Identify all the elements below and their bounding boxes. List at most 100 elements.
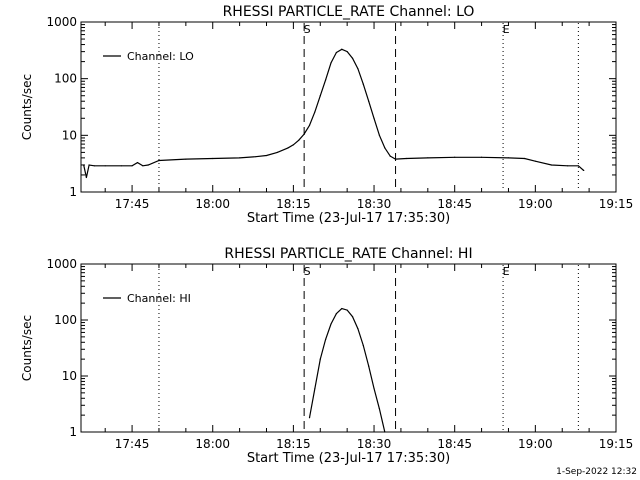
data-point — [567, 165, 569, 167]
marker-label: S — [304, 23, 311, 36]
chart-title: RHESSI PARTICLE_RATE Channel: LO — [223, 4, 475, 20]
data-point — [308, 124, 311, 126]
x-tick-label: 18:30 — [357, 197, 392, 211]
data-point — [319, 358, 321, 360]
x-tick-label: 19:15 — [599, 197, 634, 211]
data-point — [346, 51, 348, 53]
x-axis-label: Start Time (23-Jul-17 17:35:30) — [247, 451, 450, 466]
y-axis-label: Counts/sec — [20, 74, 34, 140]
data-point — [131, 165, 133, 167]
marker-label: E — [503, 265, 510, 278]
x-tick-label: 17:45 — [115, 197, 150, 211]
marker-label: E — [503, 23, 510, 36]
plot-frame — [80, 263, 617, 433]
data-point — [378, 134, 381, 136]
x-tick-label: 19:00 — [518, 197, 553, 211]
x-tick-label: 19:00 — [518, 437, 553, 451]
data-point — [384, 147, 386, 149]
plot-frame — [80, 21, 617, 193]
data-point — [394, 158, 397, 160]
x-tick-label: 18:00 — [195, 197, 230, 211]
y-tick-label: 10 — [62, 369, 77, 383]
y-tick-label: 1 — [69, 425, 77, 439]
data-point — [212, 157, 214, 160]
data-point — [314, 387, 316, 390]
data-point — [83, 164, 85, 166]
data-point — [362, 344, 364, 347]
data-point — [534, 160, 536, 162]
data-point — [325, 79, 327, 81]
data-point — [136, 162, 139, 164]
data-point — [330, 62, 332, 64]
data-point — [265, 154, 268, 157]
data-point — [357, 328, 359, 330]
y-tick-label: 1 — [69, 185, 77, 199]
data-point — [88, 164, 90, 166]
data-point — [550, 164, 553, 166]
data-point — [346, 309, 348, 311]
data-point — [335, 51, 338, 54]
x-tick-label: 17:45 — [115, 437, 150, 451]
chart-panel-2: RHESSI PARTICLE_RATE Channel: HI 1 10 100 10… — [20, 246, 633, 466]
x-tick-label: 18:00 — [195, 437, 230, 451]
data-point — [120, 165, 122, 167]
x-tick-label: 18:45 — [437, 197, 472, 211]
data-point — [147, 164, 149, 166]
data-point — [389, 155, 391, 157]
chart-panel-1: RHESSI PARTICLE_RATE Channel: LO 1 10 100 10… — [20, 4, 633, 226]
data-point — [255, 156, 257, 158]
x-tick-label: 18:30 — [357, 437, 392, 451]
data-point — [325, 338, 327, 341]
x-tick-label: 18:15 — [276, 197, 311, 211]
data-point — [319, 95, 321, 97]
series-line — [308, 307, 386, 433]
data-point — [239, 157, 241, 159]
data-point — [368, 100, 370, 102]
x-axis-label: Start Time (23-Jul-17 17:35:30) — [247, 211, 450, 226]
y-axis-label: Counts/sec — [20, 315, 34, 381]
data-point — [405, 157, 407, 160]
data-point — [85, 176, 87, 179]
data-point — [357, 68, 359, 70]
data-point — [341, 307, 343, 310]
data-point — [314, 111, 316, 113]
data-point — [287, 147, 289, 149]
data-point — [351, 57, 354, 59]
data-point — [427, 157, 429, 159]
data-point — [454, 156, 456, 158]
y-tick-label: 10 — [62, 128, 77, 142]
data-point — [341, 48, 343, 50]
data-point — [276, 151, 278, 153]
data-point — [373, 117, 375, 119]
chart-title: RHESSI PARTICLE_RATE Channel: HI — [224, 246, 472, 262]
data-point — [378, 408, 381, 410]
data-point — [142, 165, 144, 167]
data-point — [362, 83, 364, 85]
data-point — [480, 156, 483, 158]
legend-label: Channel: HI — [127, 292, 191, 305]
data-point — [507, 157, 510, 159]
y-tick-label: 1000 — [46, 257, 77, 271]
y-tick-label: 100 — [54, 313, 77, 327]
y-tick-label: 1000 — [46, 15, 77, 29]
x-tick-label: 18:45 — [437, 437, 472, 451]
x-tick-label: 19:15 — [599, 437, 634, 451]
legend-label: Channel: LO — [127, 50, 194, 63]
data-point — [303, 133, 305, 135]
y-tick-label: 100 — [54, 72, 77, 86]
x-tick-label: 18:15 — [276, 437, 311, 451]
data-point — [368, 365, 370, 367]
marker-label: S — [304, 265, 311, 278]
data-point — [335, 313, 338, 315]
footer-timestamp: 1-Sep-2022 12:32 — [556, 467, 637, 477]
data-point — [384, 431, 386, 433]
data-point — [308, 417, 311, 419]
data-point — [577, 165, 579, 167]
data-point — [298, 139, 300, 141]
data-point — [185, 158, 187, 160]
data-point — [330, 323, 332, 325]
data-point — [292, 144, 294, 146]
data-point — [523, 157, 526, 160]
data-point — [583, 169, 585, 172]
